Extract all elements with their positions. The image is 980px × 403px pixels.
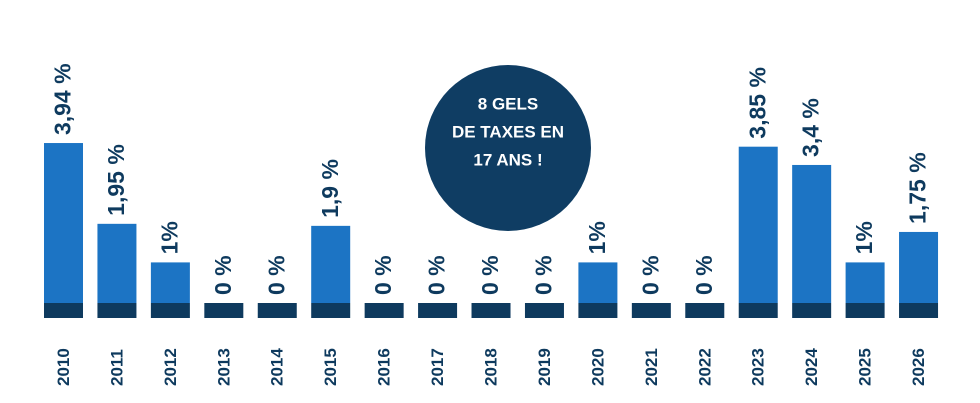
value-label: 1,95 % (103, 144, 129, 216)
bar (792, 164, 832, 303)
value-label: 1,75 % (905, 152, 931, 224)
x-tick-label: 2026 (909, 348, 928, 386)
value-label: 1% (584, 221, 610, 254)
bar-base (150, 303, 190, 318)
bar-base (204, 303, 244, 318)
annotation-line: 17 ANS ! (473, 150, 542, 169)
annotation-line: DE TAXES EN (452, 122, 564, 141)
value-label: 3,94 % (50, 63, 76, 135)
x-tick-label: 2018 (482, 348, 501, 386)
x-tick-label: 2011 (107, 349, 126, 386)
x-tick-label: 2014 (268, 348, 287, 386)
x-tick-label: 2024 (802, 348, 821, 386)
bar-base (578, 303, 618, 318)
bar (578, 262, 618, 303)
bar-base (364, 303, 404, 318)
bar-base (471, 303, 511, 318)
value-label: 3,4 % (798, 98, 824, 157)
bar (150, 262, 190, 303)
x-tick-label: 2021 (642, 348, 661, 386)
x-tick-label: 2013 (214, 348, 233, 386)
value-label: 0 % (210, 255, 236, 295)
bar-base (792, 303, 832, 318)
bar-base (524, 303, 564, 318)
x-tick-label: 2010 (54, 348, 73, 386)
bar-base (311, 303, 351, 318)
value-label: 0 % (424, 255, 450, 295)
value-label: 3,85 % (744, 67, 770, 139)
bar-base (899, 303, 939, 318)
value-label: 0 % (691, 255, 717, 295)
bar-base (257, 303, 297, 318)
bar-base (845, 303, 885, 318)
bar-base (631, 303, 671, 318)
annotation-line: 8 GELS (478, 94, 538, 113)
value-label: 0 % (370, 255, 396, 295)
x-tick-label: 2012 (161, 348, 180, 386)
bar (97, 223, 137, 303)
bar (899, 231, 939, 303)
value-label: 0 % (637, 255, 663, 295)
x-tick-label: 2015 (321, 348, 340, 386)
annotation-circle (425, 65, 591, 231)
x-tick-label: 2020 (588, 348, 607, 386)
value-label: 1% (851, 221, 877, 254)
bar-base (738, 303, 778, 318)
bar (738, 146, 778, 303)
x-tick-label: 2023 (749, 348, 768, 386)
bar (311, 225, 351, 303)
x-tick-label: 2019 (535, 348, 554, 386)
value-label: 1% (156, 221, 182, 254)
bar (845, 262, 885, 303)
bar-base (44, 303, 83, 318)
bar-base (685, 303, 725, 318)
value-label: 1,9 % (317, 159, 343, 218)
x-tick-label: 2017 (428, 348, 447, 386)
x-tick-label: 2016 (375, 348, 394, 386)
value-label: 0 % (531, 255, 557, 295)
bar (44, 143, 83, 303)
bar-base (418, 303, 458, 318)
value-label: 0 % (263, 255, 289, 295)
x-tick-label: 2022 (695, 348, 714, 386)
bar-base (97, 303, 137, 318)
value-label: 0 % (477, 255, 503, 295)
x-tick-label: 2025 (856, 348, 875, 386)
